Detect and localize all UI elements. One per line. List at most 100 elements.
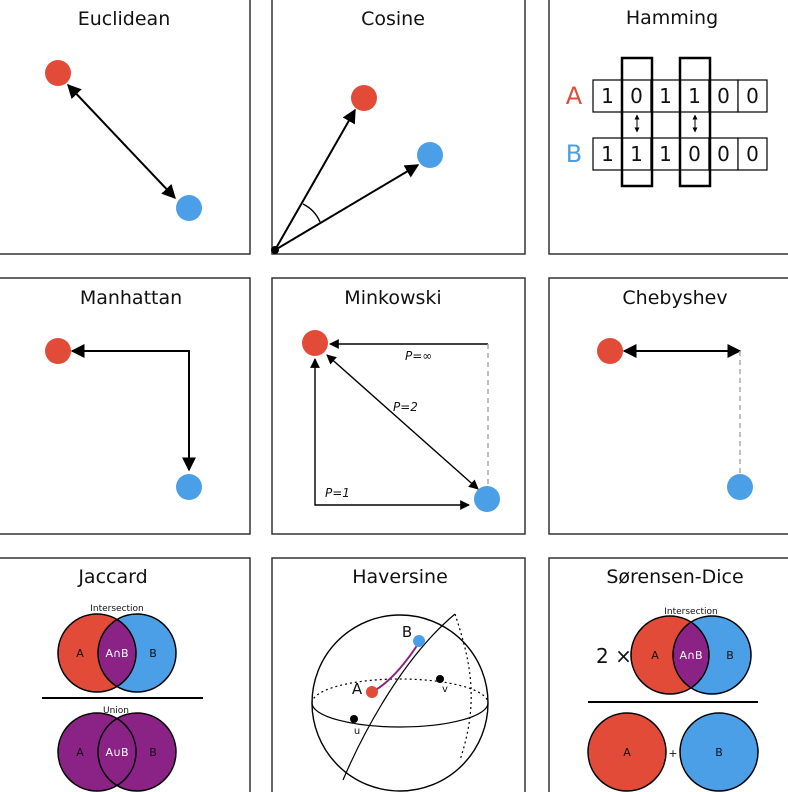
bit-cell: [650, 79, 681, 113]
union-b-label: B: [149, 746, 157, 759]
union-symbol: A∪B: [105, 746, 128, 759]
intersection-region: [98, 614, 136, 692]
intersection-region: [673, 616, 709, 694]
point-a: [302, 330, 328, 356]
panel-title: Minkowski: [344, 287, 441, 309]
panel-euclidean: Euclidean: [0, 0, 251, 255]
point-b: [176, 195, 202, 221]
point-a: [45, 338, 71, 364]
point-u: [350, 715, 358, 723]
p2-label: P=2: [393, 400, 418, 414]
denominator-a-circle: [588, 713, 666, 791]
point-b-label: B: [402, 623, 412, 641]
meridian-back: [454, 613, 472, 761]
diff-highlight: [678, 56, 712, 188]
point-a: [351, 85, 377, 111]
intersection-symbol: A∩B: [105, 647, 128, 660]
label-b: B: [566, 140, 582, 168]
bit-value: 1: [688, 84, 701, 108]
plus-sign: +: [668, 747, 677, 760]
panel-frame: [271, 277, 526, 535]
point-v: [436, 675, 444, 683]
bit-value: 0: [688, 142, 701, 166]
panel-cosine: Cosine: [271, 0, 526, 255]
panel-frame: [548, 0, 788, 255]
panel-title: Chebyshev: [622, 287, 727, 309]
union-b-circle: [98, 713, 176, 791]
panel-hamming: Hamming A B 1 0 1 1 0 01 1 1 0 0 0: [548, 0, 788, 255]
panel-title: Hamming: [626, 7, 718, 29]
denominator-a-label: A: [623, 746, 631, 759]
equator-front: [311, 702, 489, 728]
manhattan-path-arrow: [70, 344, 196, 472]
set-b-label: B: [149, 647, 157, 660]
denominator-b-circle: [680, 713, 758, 791]
label-a: A: [566, 82, 583, 110]
vector-a-arrow: [274, 108, 356, 251]
bit-cell: [737, 79, 768, 113]
point-b: [413, 635, 425, 647]
bit-value: 1: [601, 84, 614, 108]
bit-value: 1: [601, 142, 614, 166]
point-b: [417, 142, 443, 168]
factor-label: 2 ×: [596, 644, 632, 668]
bit-cell: [737, 137, 768, 171]
panel-frame: [271, 0, 526, 255]
panel-title: Cosine: [361, 8, 425, 30]
bit-value: 1: [630, 142, 643, 166]
panel-jaccard: Jaccard Intersection A A∩B B Union A A∪B…: [0, 557, 251, 792]
point-b: [474, 486, 500, 512]
panel-frame: [0, 0, 251, 255]
panel-frame: [0, 557, 251, 792]
intersection-label: Intersection: [90, 604, 144, 614]
great-circle-arc: [371, 640, 421, 693]
bit-cell: [708, 79, 739, 113]
point-a-label: A: [352, 680, 363, 698]
origin-point: [271, 246, 279, 254]
vector-b-arrow: [274, 164, 420, 251]
panel-title: Sørensen-Dice: [606, 566, 743, 588]
panel-chebyshev: Chebyshev: [548, 277, 788, 535]
point-a: [45, 60, 71, 86]
point-u-label: u: [354, 726, 360, 737]
set-a-label: A: [651, 649, 659, 662]
bit-value: 1: [659, 84, 672, 108]
panel-title: Haversine: [352, 566, 448, 588]
panel-title: Manhattan: [80, 287, 182, 309]
intersection-label: Intersection: [664, 607, 718, 617]
bit-value: 1: [659, 142, 672, 166]
panel-frame: [548, 277, 788, 535]
bit-value: 0: [746, 84, 759, 108]
bit-rows: 1 0 1 1 0 01 1 1 0 0 0: [592, 79, 768, 171]
panel-manhattan: Manhattan: [0, 277, 251, 535]
panel-frame: [0, 277, 251, 535]
point-b: [727, 474, 753, 500]
panel-sorensen-dice: Sørensen-Dice Intersection 2 × A A∩B B A…: [548, 557, 788, 792]
panel-haversine: Haversine A B u v: [271, 557, 526, 792]
p-inf-label: P=∞: [405, 349, 432, 363]
diff-highlight: [620, 56, 654, 188]
p2-arrow: [326, 354, 479, 490]
union-a-label: A: [76, 746, 84, 759]
panel-frame: [548, 557, 788, 792]
panel-title: Euclidean: [78, 8, 171, 30]
bit-cell: [592, 79, 623, 113]
bit-value: 0: [630, 84, 643, 108]
panel-frame: [271, 557, 526, 792]
point-a: [366, 686, 378, 698]
p1-arrow: [310, 358, 470, 510]
denominator-b-label: B: [715, 746, 723, 759]
set-b-label: B: [726, 649, 734, 662]
intersection-symbol: A∩B: [679, 649, 702, 662]
union-label: Union: [103, 706, 129, 716]
bit-value: 0: [717, 142, 730, 166]
bit-value: 0: [746, 142, 759, 166]
angle-arc: [302, 203, 321, 223]
panel-minkowski: Minkowski P=∞ P=2 P=1: [271, 277, 526, 535]
bit-cell: [592, 137, 623, 171]
bit-cell: [621, 79, 652, 113]
bit-value: 0: [717, 84, 730, 108]
meridian-front: [342, 613, 456, 781]
set-a-label: A: [76, 647, 84, 660]
